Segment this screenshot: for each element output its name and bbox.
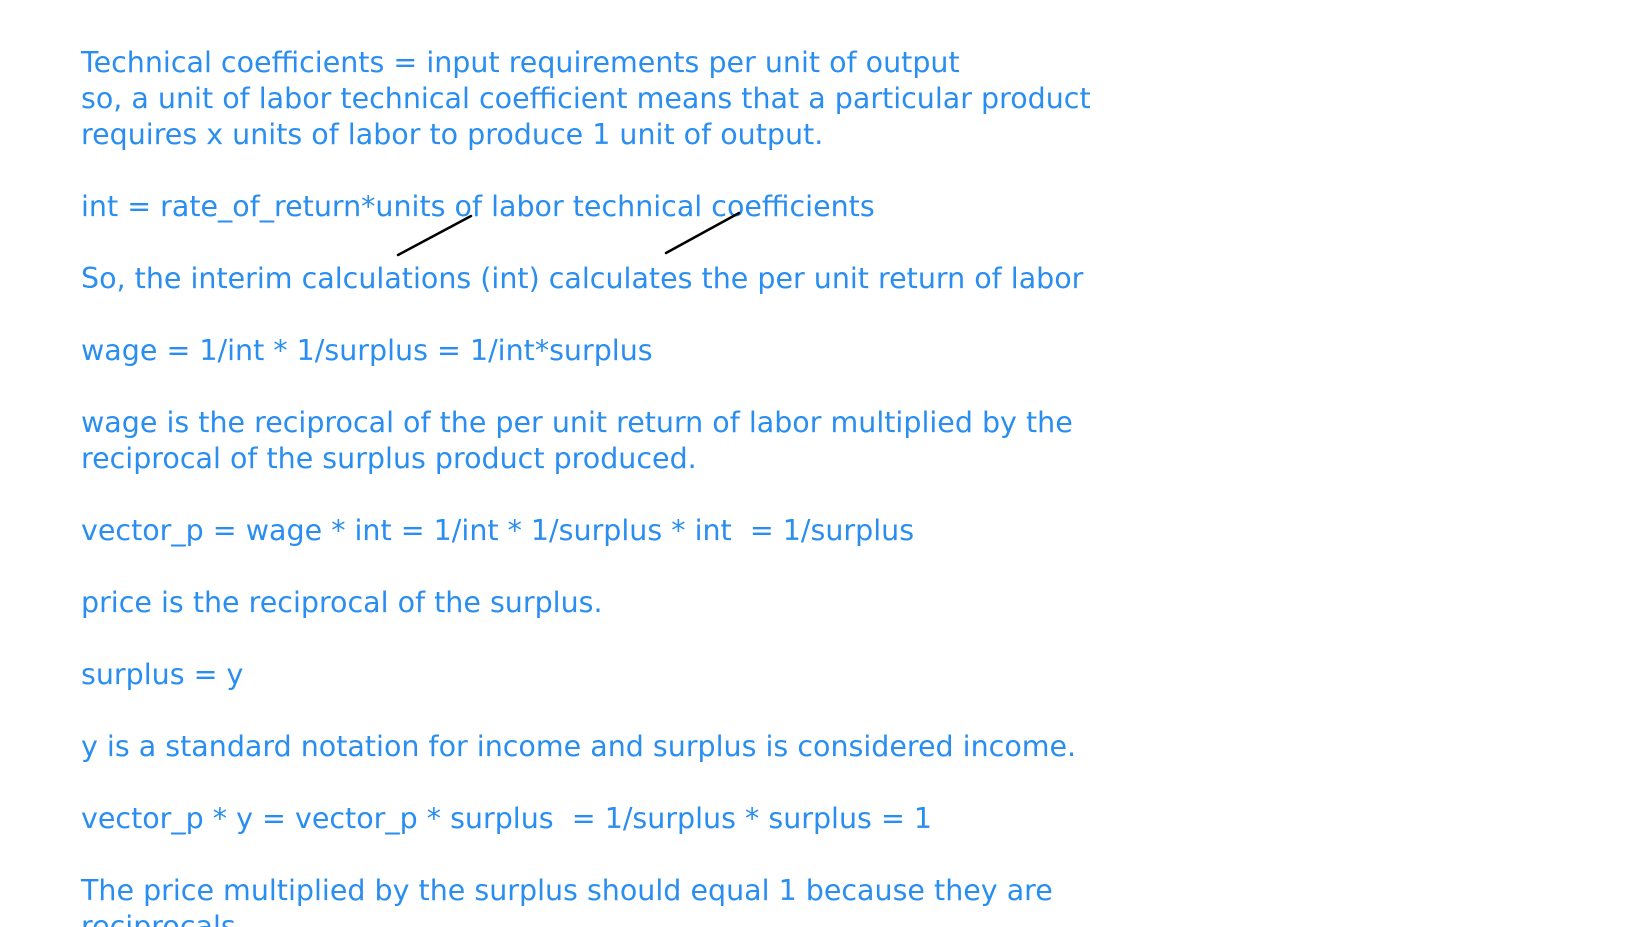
note-line: So, the interim calculations (int) calcu… — [81, 262, 1084, 295]
ink-stroke — [396, 214, 473, 257]
note-line: reciprocals. — [81, 910, 245, 927]
note-line: vector_p * y = vector_p * surplus = 1/su… — [81, 802, 933, 835]
note-line: price is the reciprocal of the surplus. — [81, 586, 603, 619]
note-line: Technical coefficients = input requireme… — [81, 46, 960, 79]
note-line: wage = 1/int * 1/surplus = 1/int*surplus — [81, 334, 653, 367]
note-line: wage is the reciprocal of the per unit r… — [81, 406, 1073, 439]
note-line: surplus = y — [81, 658, 244, 691]
note-line: so, a unit of labor technical coefficien… — [81, 82, 1091, 115]
note-line: int = rate_of_return*units of labor tech… — [81, 190, 875, 223]
note-line: vector_p = wage * int = 1/int * 1/surplu… — [81, 514, 915, 547]
note-line: The price multiplied by the surplus shou… — [81, 874, 1053, 907]
note-text-block: Technical coefficients = input requireme… — [81, 45, 1581, 927]
note-line: reciprocal of the surplus product produc… — [81, 442, 697, 475]
note-line: requires x units of labor to produce 1 u… — [81, 118, 824, 151]
note-line: y is a standard notation for income and … — [81, 730, 1077, 763]
ink-stroke — [664, 211, 741, 255]
